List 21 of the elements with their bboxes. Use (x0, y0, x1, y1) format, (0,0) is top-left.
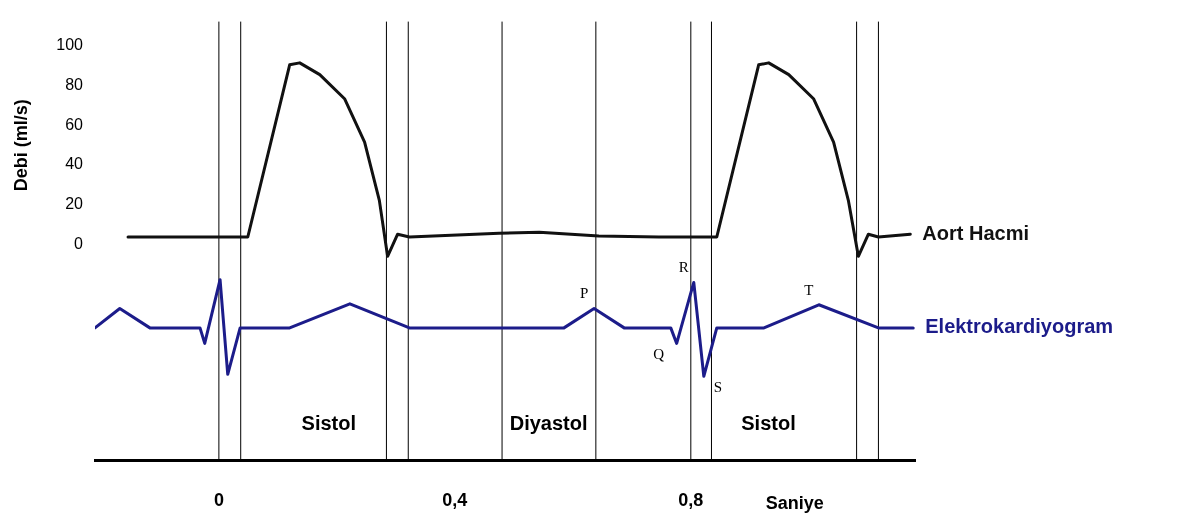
series-label: Elektrokardiyogram (925, 315, 1114, 338)
annotation: Sistol (301, 411, 357, 434)
annotation: S (713, 379, 722, 396)
y-tick-label: 100 (56, 35, 84, 53)
series-label: Aort Hacmi (922, 221, 1029, 244)
annotation: Diyastol (509, 411, 588, 434)
annotation: R (678, 259, 689, 276)
y-tick-label: 60 (65, 115, 84, 133)
annotation: Q (653, 346, 665, 363)
x-tick-label: 0 (213, 489, 224, 510)
annotation: P (579, 285, 589, 302)
y-axis-title: Debi (ml/s) (10, 99, 31, 192)
y-tick-label: 80 (65, 75, 84, 93)
x-tick-label: 0,8 (678, 489, 704, 510)
y-tick-label: 40 (65, 155, 84, 173)
y-tick-label: 0 (74, 235, 84, 253)
y-tick-label: 20 (65, 195, 84, 213)
x-axis-title: Saniye (765, 492, 824, 513)
annotation: T (804, 281, 814, 298)
annotation: Sistol (741, 411, 796, 434)
x-tick-label: 0,4 (442, 489, 468, 510)
